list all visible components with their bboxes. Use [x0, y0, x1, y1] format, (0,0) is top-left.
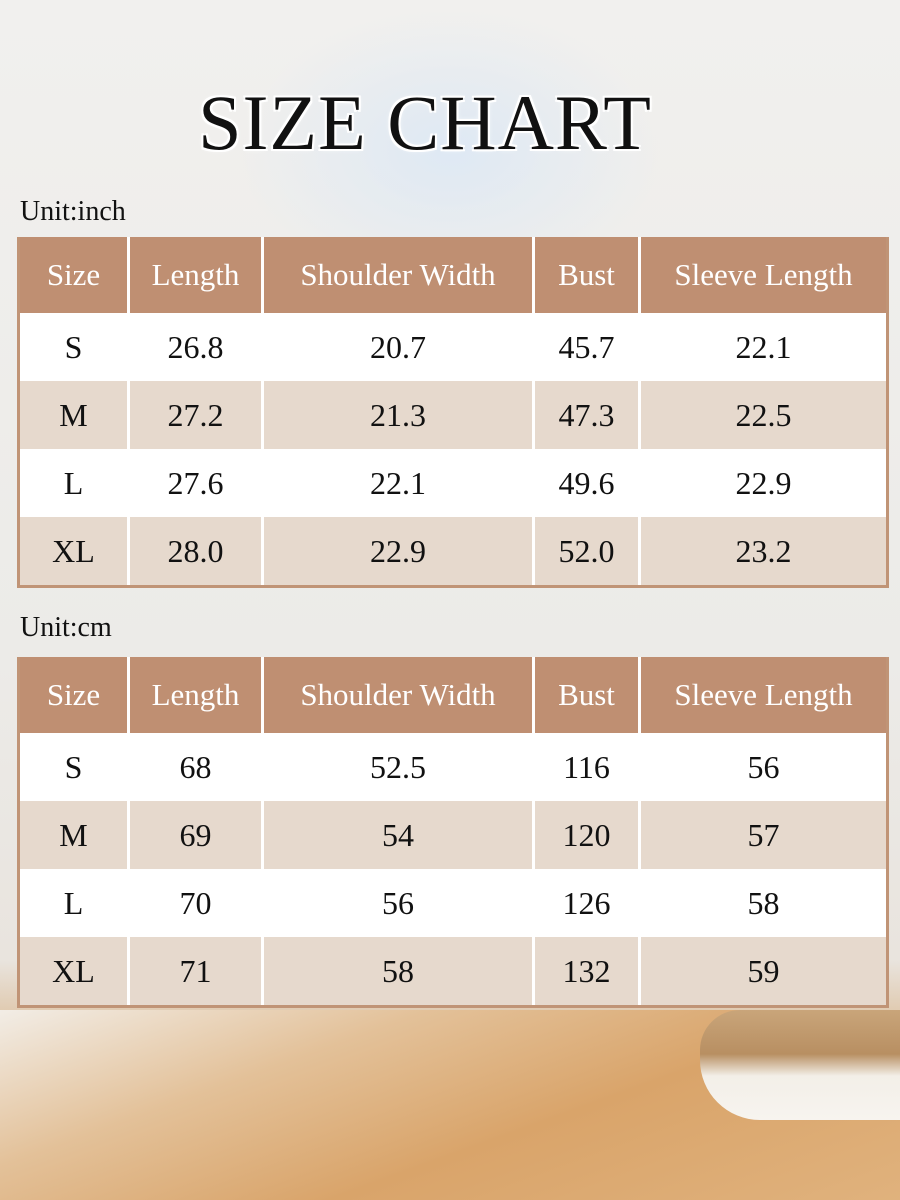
header-row: Size Length Shoulder Width Bust Sleeve Lengt…: [20, 657, 886, 733]
table-cell: 26.8: [130, 313, 264, 381]
table-cell: 21.3: [264, 381, 535, 449]
table-cell: 52.0: [535, 517, 641, 585]
size-table-cm: Size Length Shoulder Width Bust Sleeve Lengt…: [17, 657, 889, 1008]
column-header: Bust: [535, 237, 641, 313]
table-cell: 58: [747, 884, 780, 921]
table-cell: S: [20, 313, 130, 381]
table-row: S 68 52.5 116 56: [20, 733, 886, 801]
table-cell: 27.2: [130, 381, 264, 449]
table-cell: 45.7: [535, 313, 641, 381]
column-header: Size: [20, 237, 130, 313]
column-header: Length: [130, 237, 264, 313]
table-row: S 26.8 20.7 45.7 22.1: [20, 313, 886, 381]
table-cell: 59: [641, 937, 886, 1005]
table-cell: 69: [130, 801, 264, 869]
table-cell: S: [20, 733, 130, 801]
table-cell: 22.5: [641, 381, 886, 449]
table-cell: 120: [535, 801, 641, 869]
table-cell: 68: [130, 733, 264, 801]
table-cell: 56: [264, 869, 535, 937]
table-cell: XL: [20, 937, 130, 1005]
table-cell: M: [20, 381, 130, 449]
table-cell: 23.2: [641, 517, 886, 585]
column-header: Shoulder Width: [264, 237, 535, 313]
size-table-inch: Size Length Shoulder Width Bust Sleeve Lengt…: [17, 237, 889, 588]
unit-label: Unit:cm: [20, 612, 112, 643]
table-cell: 126: [535, 869, 641, 937]
table-cell: 22.1: [735, 328, 792, 365]
table-cell: 132: [535, 937, 641, 1005]
table-cell: M: [20, 801, 130, 869]
table-cell: 27.6: [130, 449, 264, 517]
column-header: Sleeve Length: [641, 237, 886, 313]
table-cell: 56: [747, 748, 780, 785]
page-title: SIZE CHART: [198, 79, 652, 166]
table-cell: 47.3: [535, 381, 641, 449]
table-cell: 49.6: [535, 449, 641, 517]
table-cell: 70: [130, 869, 264, 937]
table-cell: 22.9: [735, 464, 792, 501]
unit-label: Unit:inch: [20, 196, 126, 227]
table-cell: 116: [535, 733, 641, 801]
column-header: Length: [130, 657, 264, 733]
table-cell: 58: [264, 937, 535, 1005]
table-cell: 54: [264, 801, 535, 869]
table-cell: 71: [130, 937, 264, 1005]
column-header: Sleeve Length: [641, 657, 886, 733]
table-cell: 22.1: [264, 449, 535, 517]
table-cell: 52.5: [264, 733, 535, 801]
table-row: M 27.2 21.3 47.3 22.5: [20, 381, 886, 449]
table-row: XL 28.0 22.9 52.0 23.2: [20, 517, 886, 585]
table-cell: L: [20, 869, 130, 937]
table-row: M 69 54 120 57: [20, 801, 886, 869]
table-cell: 22.9: [264, 517, 535, 585]
table-cell: XL: [20, 517, 130, 585]
header-row: Size Length Shoulder Width Bust Sleeve Lengt…: [20, 237, 886, 313]
table-row: L 27.6 22.1 49.6 22.9: [20, 449, 886, 517]
table-row: L 70 56 126 58: [20, 869, 886, 937]
table-cell: 28.0: [130, 517, 264, 585]
table-cell: 57: [641, 801, 886, 869]
background-basket: [700, 1010, 900, 1120]
column-header: Bust: [535, 657, 641, 733]
table-cell: 20.7: [264, 313, 535, 381]
table-row: XL 71 58 132 59: [20, 937, 886, 1005]
column-header: Size: [20, 657, 130, 733]
table-cell: L: [20, 449, 130, 517]
column-header: Shoulder Width: [264, 657, 535, 733]
